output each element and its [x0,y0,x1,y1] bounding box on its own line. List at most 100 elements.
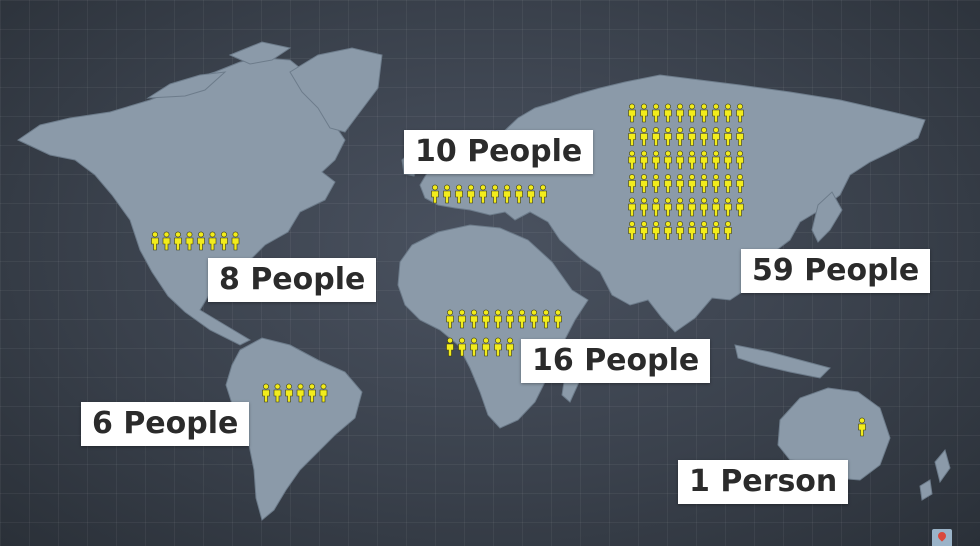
person-icon [640,150,648,170]
person-icon [640,197,648,217]
label-africa: 16 People [521,339,711,383]
person-icon [285,383,293,403]
person-icon [652,174,660,193]
person-icon [700,127,708,146]
person-icon [652,150,660,170]
person-icon [494,309,502,329]
person-icon [231,231,240,251]
person-icon [712,150,720,170]
person-icon [736,174,744,193]
person-icon [676,150,684,170]
person-icon [736,103,744,123]
continent-arctic-islands [146,41,292,99]
person-icon [467,184,475,204]
person-icon [736,197,744,217]
person-icon [724,127,732,146]
person-icon [446,337,454,357]
person-icon [443,184,451,204]
person-icon [736,150,744,170]
person-icon [712,103,720,123]
person-icon [664,127,672,146]
person-icon [688,127,696,146]
person-icon [628,174,636,193]
label-north-america: 8 People [208,258,377,302]
continent-japan [811,191,843,243]
person-icon [676,103,684,123]
continent-southeast-asia-islands [734,344,831,379]
person-icon [724,221,732,240]
person-icon [455,184,463,204]
person-icon [664,221,672,240]
person-icon [628,127,636,146]
person-icon [712,127,720,146]
person-icon [640,103,648,123]
person-icon [700,103,708,123]
person-icon [458,337,466,357]
label-europe: 10 People [404,130,594,174]
person-icon [319,383,328,403]
person-icon [208,231,217,251]
person-icon [518,309,526,329]
person-icon [162,231,171,251]
person-icon [515,184,523,204]
person-icon [273,383,282,403]
person-icon [151,231,159,251]
person-icon [700,150,708,170]
person-icon [688,103,696,123]
person-icon [712,197,720,217]
person-icon [688,150,696,170]
person-icon [174,231,182,251]
person-icon [688,221,696,240]
person-icon [628,221,636,240]
label-oceania: 1 Person [678,460,849,504]
person-icon [491,184,499,204]
person-icon [664,150,672,170]
person-icon [700,221,708,240]
person-icon [470,337,478,357]
person-icon [724,197,732,217]
person-icon [530,309,538,329]
person-icon [185,231,194,251]
person-icon [724,150,732,170]
person-icon [296,383,305,403]
continent-new-zealand [919,448,951,501]
person-icon [446,309,454,329]
person-icon [652,197,660,217]
person-icon [197,231,205,251]
person-icon [503,184,511,204]
map-pin-icon [932,529,952,546]
person-icon [308,383,316,403]
person-icon [542,309,550,329]
person-icon [628,150,636,170]
continent-greenland [289,47,383,133]
person-icon [712,174,720,193]
person-icon [676,174,684,193]
person-icon [640,127,648,146]
person-icon [664,197,672,217]
label-asia: 59 People [741,249,931,293]
person-icon [539,184,547,204]
person-icon [700,174,708,193]
person-icon [470,309,478,329]
person-icon [640,221,648,240]
person-icon [676,221,684,240]
person-icon [527,184,535,204]
person-icon [652,221,660,240]
person-icon [640,174,648,193]
person-icon [652,103,660,123]
person-icon [700,197,708,217]
person-icon [676,127,684,146]
person-icon [688,197,696,217]
person-icon [506,309,514,329]
person-icon [458,309,466,329]
person-icon [494,337,502,357]
person-icon [652,127,660,146]
label-south-america: 6 People [81,402,250,446]
person-icon [724,103,732,123]
person-icon [482,309,490,329]
person-icon [628,103,636,123]
person-icon [262,383,270,403]
person-icon [724,174,732,193]
person-icon [664,103,672,123]
